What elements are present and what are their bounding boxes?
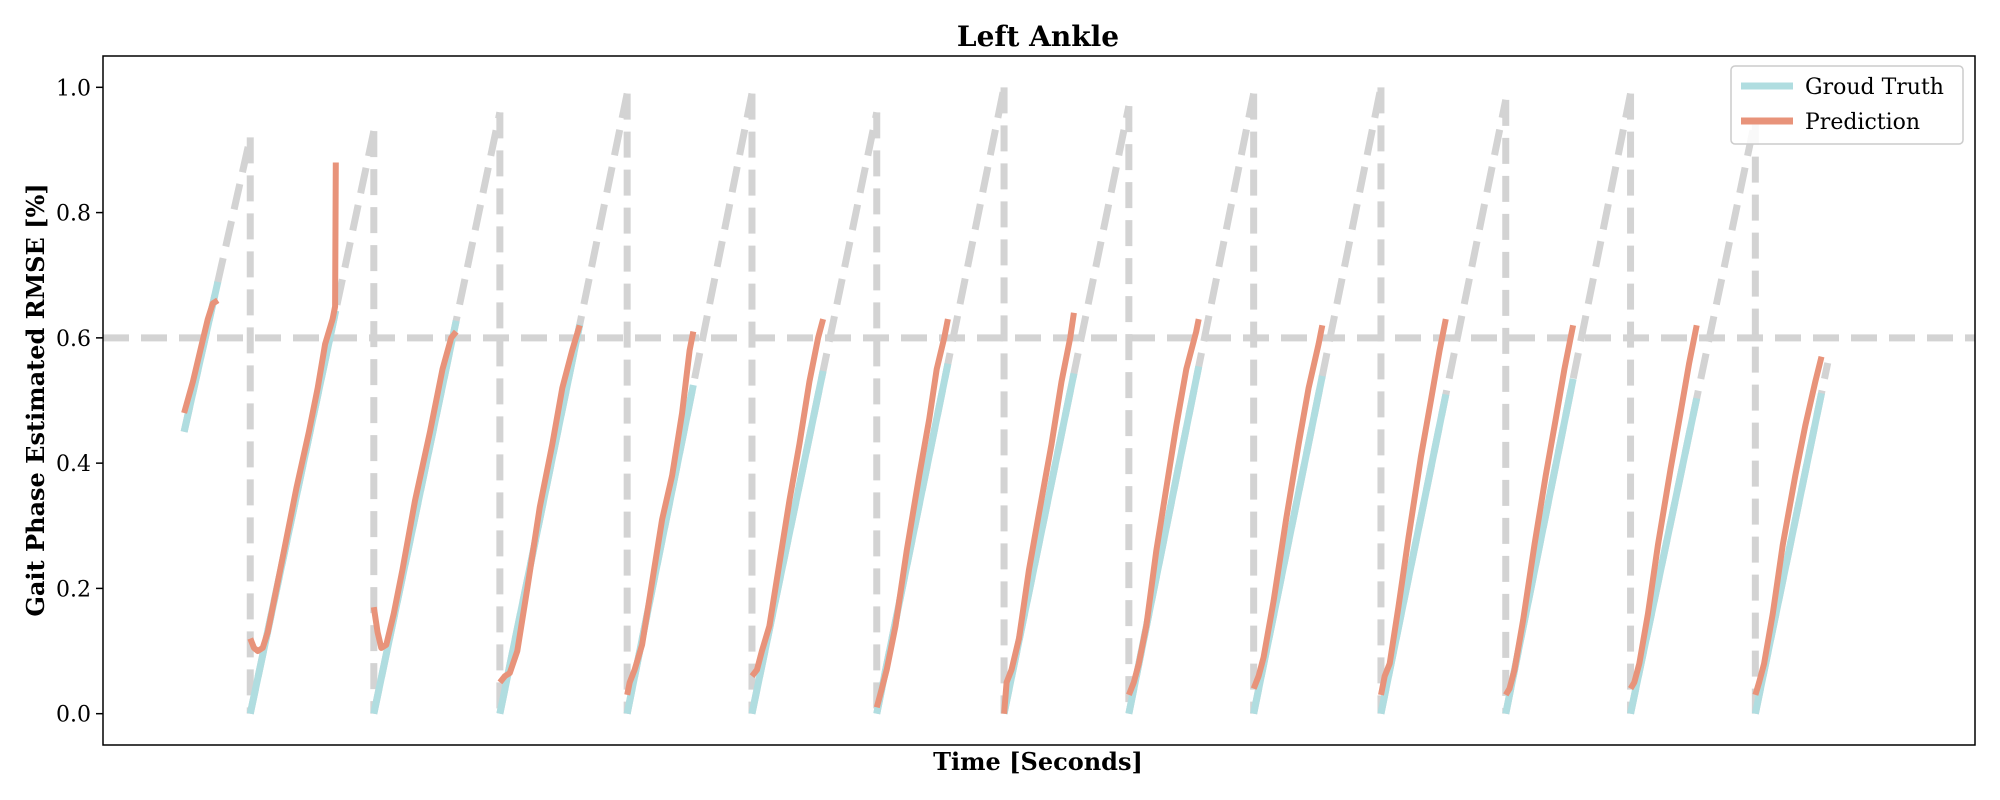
prediction-line bbox=[624, 331, 697, 696]
y-tick-label: 0.4 bbox=[56, 452, 91, 477]
plot-frame bbox=[102, 55, 1976, 746]
y-tick-label: 1.0 bbox=[56, 76, 91, 101]
prediction-line bbox=[873, 318, 951, 709]
prediction-line bbox=[1752, 355, 1825, 696]
ground-truth-series bbox=[180, 281, 1825, 715]
prediction-line bbox=[1250, 324, 1326, 690]
prediction-line bbox=[1628, 324, 1700, 691]
y-axis-label: Gait Phase Estimated RMSE [%] bbox=[21, 183, 50, 616]
prediction-line bbox=[749, 318, 826, 678]
prediction-series bbox=[181, 162, 1825, 714]
prediction-line bbox=[497, 324, 583, 685]
y-tick-label: 0.6 bbox=[56, 327, 91, 352]
prediction-line bbox=[181, 297, 220, 414]
prediction-line bbox=[370, 329, 459, 651]
x-axis-label: Time [Seconds] bbox=[933, 747, 1143, 776]
legend: Groud Truth Prediction bbox=[1730, 65, 1964, 145]
y-tick-label: 0.8 bbox=[56, 202, 91, 227]
prediction-line bbox=[247, 162, 339, 654]
legend-label: Prediction bbox=[1805, 110, 1920, 135]
y-tick-label: 0.2 bbox=[56, 577, 91, 602]
prediction-line bbox=[1378, 318, 1449, 696]
y-tick-label: 0.0 bbox=[56, 703, 91, 728]
ground-truth-line bbox=[748, 370, 827, 715]
legend-label: Groud Truth bbox=[1805, 75, 1944, 100]
prediction-line bbox=[1126, 318, 1202, 696]
y-axis-ticks: 0.0 0.2 0.4 0.6 0.8 1.0 bbox=[56, 76, 103, 728]
chart-title: Left Ankle bbox=[957, 20, 1119, 53]
prediction-line bbox=[1001, 312, 1077, 714]
plot-area bbox=[103, 86, 1975, 715]
prediction-line bbox=[1503, 324, 1577, 697]
